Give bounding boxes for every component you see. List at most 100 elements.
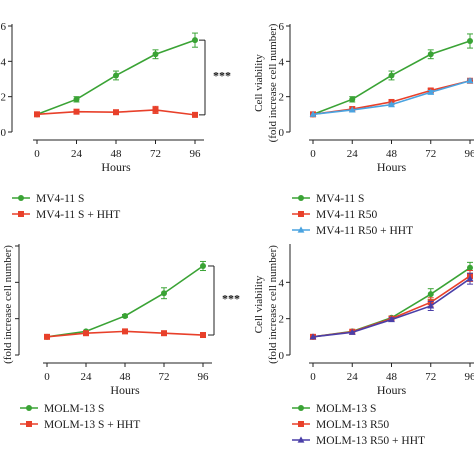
series-line [312,267,471,338]
y-tick-label: 2 [279,314,285,326]
legend-swatch-marker [26,405,32,411]
data-point [388,315,395,323]
x-tick-label: 72 [150,148,161,160]
legend-entry-label: MV4-11 S [36,193,84,205]
data-point [73,96,80,103]
data-point [152,51,159,58]
data-point [152,106,159,113]
x-tick-label: 48 [386,148,398,160]
y-axis-label: (fold increase cell number) [267,23,279,142]
y-axis-label: Cell viability [253,54,265,112]
data-point [73,108,80,115]
data-point [113,72,119,79]
data-point [192,111,198,118]
x-tick-label: 48 [386,371,398,383]
x-tick-label: 96 [465,371,474,383]
series-3 [309,272,474,340]
data-point [309,110,317,117]
data-point [161,290,167,297]
y-tick-label: 6 [279,21,285,33]
y-tick-label: 2 [279,92,285,104]
data-point [122,312,128,319]
legend-entry-label: MOLM-13 S + HHT [44,419,140,431]
series-3 [309,77,474,117]
x-tick-label: 72 [159,371,170,383]
y-tick-label: 4 [279,56,285,68]
series-line [312,278,471,338]
data-point [466,275,474,282]
y-axis-label: (fold increase cell number) [2,245,14,364]
series-line [312,79,471,116]
legend: MOLM-13 S MOLM-13 S + HHT [20,403,140,431]
data-point [44,333,50,340]
x-tick-label: 0 [44,371,50,383]
x-tick-label: 0 [310,371,316,383]
significance-label: *** [213,68,231,82]
x-tick-label: 24 [347,148,359,160]
legend: MV4-11 S MV4-11 R50 MV4-11 R50 + HHT [292,193,413,237]
data-point [200,262,206,269]
y-tick-label: 0 [279,350,285,362]
x-tick-label: 96 [198,371,210,383]
data-point [427,291,434,298]
legend-entry-label: MOLM-13 S [316,403,376,415]
data-point [427,302,435,309]
data-point [161,330,167,337]
y-tick-label: 0 [1,127,7,139]
x-tick-label: 24 [81,371,93,383]
series-1 [34,32,198,118]
data-point [309,333,317,340]
legend-entry-label: MOLM-13 S [44,403,104,415]
legend-swatch-marker [298,405,304,411]
y-tick-label: 2 [1,92,7,104]
legend-swatch-marker [18,195,24,201]
x-tick-label: 96 [465,148,474,160]
series-1 [44,260,206,340]
series-2 [34,105,198,118]
data-point [83,330,89,337]
data-point [348,106,356,113]
legend-entry-label: MOLM-13 R50 + HHT [316,435,425,447]
x-tick-label: 96 [190,148,202,160]
series-line [46,265,204,338]
x-tick-label: 72 [425,371,436,383]
legend-swatch-marker [298,195,304,201]
legend-entry-label: MV4-11 S [316,193,364,205]
chart-panel-3: 0 24 48 72 96 Hours (fold increase cell number… [2,244,240,431]
series-2 [310,270,473,340]
data-point [200,332,206,339]
y-tick-label: 6 [1,21,7,33]
data-point [467,38,473,45]
data-point [467,264,473,271]
y-tick-label: 0 [279,127,285,139]
x-axis-label: Hours [377,383,407,397]
x-tick-label: 24 [347,371,359,383]
legend-swatch-marker [298,211,304,217]
legend-swatch-marker [298,421,304,427]
data-point [466,77,474,84]
legend-swatch-marker [297,436,305,443]
x-tick-label: 48 [111,148,123,160]
x-axis-label: Hours [101,160,131,174]
x-tick-label: 48 [120,371,132,383]
legend: MV4-11 S MV4-11 S + HHT [12,193,120,221]
legend-swatch-marker [297,226,305,233]
legend: MOLM-13 S MOLM-13 R50 MOLM-13 R50 + HHT [292,403,425,447]
x-tick-label: 0 [310,148,316,160]
significance-label: *** [222,292,240,306]
series-2 [44,328,206,340]
legend-swatch-marker [18,211,24,217]
data-point [34,111,40,118]
data-point [388,72,395,79]
y-tick-label: 4 [1,56,7,68]
data-point [192,37,198,44]
x-tick-label: 0 [34,148,40,160]
data-point [427,88,435,95]
x-axis-label: Hours [377,160,407,174]
y-axis-label: (fold increase cell number) [267,245,279,364]
x-tick-label: 72 [425,148,436,160]
